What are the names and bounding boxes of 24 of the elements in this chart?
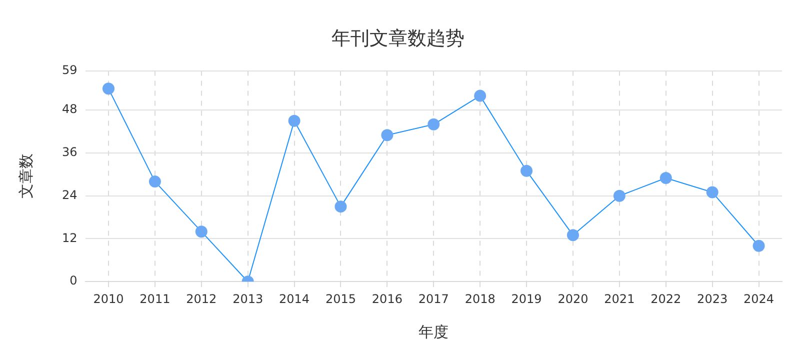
x-tick-label: 2016 <box>372 292 402 306</box>
x-tick-label: 2017 <box>418 292 449 306</box>
x-tick-label: 2023 <box>697 292 728 306</box>
x-tick-label: 2021 <box>604 292 635 306</box>
x-tick-label: 2013 <box>232 292 264 306</box>
x-axis-title: 年度 <box>418 322 449 341</box>
x-tick-label: 2018 <box>464 292 496 306</box>
x-tick-label: 2012 <box>186 292 217 306</box>
y-tick-label: 36 <box>62 145 78 160</box>
x-tick-label: 2019 <box>511 292 542 306</box>
x-tick-label: 2010 <box>93 292 124 306</box>
y-tick-label: 48 <box>62 102 78 116</box>
x-tick-label: 2015 <box>325 292 356 306</box>
y-tick-label: 12 <box>62 230 78 245</box>
x-tick-label: 2022 <box>650 292 682 306</box>
y-tick-label: 59 <box>62 62 78 77</box>
y-tick-label: 0 <box>70 274 78 288</box>
x-tick-label: 2011 <box>140 292 170 306</box>
chart-title: 年刊文章数趋势 <box>332 27 464 50</box>
y-axis-title: 文章数 <box>16 154 35 199</box>
y-tick-label: 24 <box>62 188 78 202</box>
x-tick-label: 2014 <box>279 292 310 306</box>
x-tick-label: 2024 <box>744 292 774 306</box>
x-tick-label: 2020 <box>558 292 588 306</box>
